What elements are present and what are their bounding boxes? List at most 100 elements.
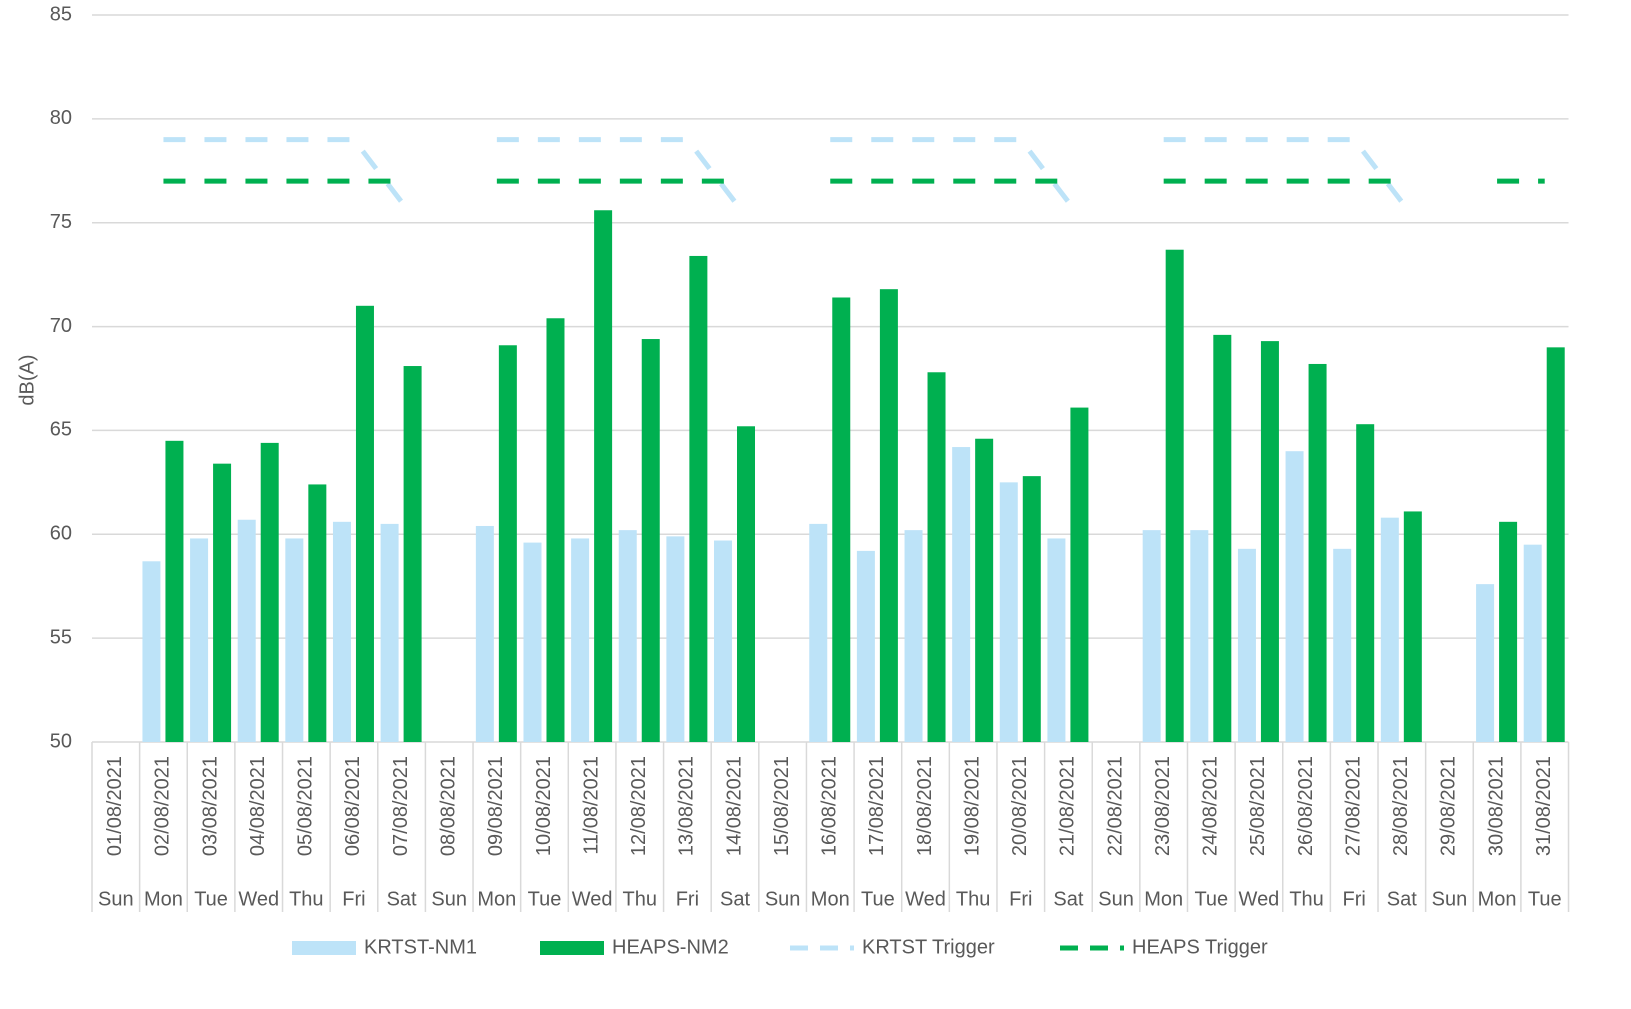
x-tick-label: 03/08/2021 xyxy=(199,756,221,856)
y-tick-label: 85 xyxy=(50,3,72,25)
bar xyxy=(523,542,542,742)
weekday-label: Tue xyxy=(1528,888,1562,910)
bar xyxy=(879,289,898,742)
weekday-label: Thu xyxy=(623,888,657,910)
y-tick-label: 75 xyxy=(50,211,72,233)
weekday-label: Thu xyxy=(1289,888,1323,910)
x-tick-label: 13/08/2021 xyxy=(676,756,698,856)
weekday-label: Sun xyxy=(431,888,467,910)
y-axis-label: dB(A) xyxy=(16,354,38,405)
bar xyxy=(355,305,374,742)
y-tick-label: 65 xyxy=(50,419,72,441)
y-tick-label: 55 xyxy=(50,626,72,648)
x-tick-label: 12/08/2021 xyxy=(628,756,650,856)
legend-label: HEAPS-NM2 xyxy=(612,936,729,958)
x-tick-label: 26/08/2021 xyxy=(1295,756,1317,856)
weekday-label: Wed xyxy=(905,888,946,910)
trigger-line xyxy=(163,137,1404,204)
weekday-label: Wed xyxy=(238,888,279,910)
bar xyxy=(1333,548,1352,742)
bar xyxy=(618,530,637,742)
bar xyxy=(952,447,971,742)
weekday-label: Sat xyxy=(1053,888,1083,910)
x-tick-label: 27/08/2021 xyxy=(1342,756,1364,856)
weekday-label: Wed xyxy=(572,888,613,910)
bar xyxy=(571,538,590,742)
legend-swatch xyxy=(292,941,356,955)
bar xyxy=(237,519,256,742)
x-tick-label: 10/08/2021 xyxy=(533,756,555,856)
bar xyxy=(594,210,613,742)
x-tick-label: 31/08/2021 xyxy=(1533,756,1555,856)
x-tick-label: 02/08/2021 xyxy=(152,756,174,856)
bar xyxy=(689,255,708,742)
bar xyxy=(1356,424,1375,742)
bar xyxy=(1499,521,1518,742)
weekday-label: Sun xyxy=(1098,888,1134,910)
weekday-label: Mon xyxy=(811,888,850,910)
legend-label: KRTST-NM1 xyxy=(364,936,477,958)
x-tick-label: 29/08/2021 xyxy=(1438,756,1460,856)
bar xyxy=(142,561,161,742)
x-tick-label: 23/08/2021 xyxy=(1152,756,1174,856)
bar xyxy=(213,463,232,742)
bar xyxy=(1546,347,1565,742)
weekday-label: Sat xyxy=(720,888,750,910)
bar xyxy=(475,525,494,742)
bar xyxy=(975,438,994,742)
bar xyxy=(498,345,517,742)
weekday-label: Tue xyxy=(1194,888,1228,910)
bar xyxy=(1237,548,1256,742)
y-tick-label: 50 xyxy=(50,730,72,752)
weekday-label: Mon xyxy=(1478,888,1517,910)
legend-label: HEAPS Trigger xyxy=(1132,936,1268,958)
x-tick-label: 30/08/2021 xyxy=(1485,756,1507,856)
weekday-label: Thu xyxy=(289,888,323,910)
weekday-label: Fri xyxy=(1343,888,1366,910)
bar xyxy=(1142,530,1161,742)
y-tick-label: 70 xyxy=(50,315,72,337)
bar xyxy=(1190,530,1209,742)
x-tick-label: 18/08/2021 xyxy=(914,756,936,856)
bar xyxy=(1070,407,1089,742)
bar xyxy=(927,372,946,742)
bar xyxy=(641,339,660,742)
bar xyxy=(1213,334,1232,742)
bar xyxy=(403,366,422,742)
bar xyxy=(285,538,304,742)
bar xyxy=(999,482,1018,742)
bar xyxy=(1260,341,1279,742)
legend-swatch xyxy=(540,941,604,955)
weekday-label: Tue xyxy=(528,888,562,910)
bar xyxy=(809,523,828,742)
x-tick-label: 16/08/2021 xyxy=(819,756,841,856)
weekday-label: Mon xyxy=(144,888,183,910)
weekday-label: Fri xyxy=(676,888,699,910)
bar xyxy=(904,530,923,742)
x-tick-label: 15/08/2021 xyxy=(771,756,793,856)
x-tick-label: 24/08/2021 xyxy=(1200,756,1222,856)
weekday-label: Fri xyxy=(342,888,365,910)
weekday-label: Thu xyxy=(956,888,990,910)
weekday-label: Tue xyxy=(861,888,895,910)
bar xyxy=(737,426,756,742)
y-tick-label: 80 xyxy=(50,107,72,129)
bar xyxy=(714,540,733,742)
weekday-label: Tue xyxy=(194,888,228,910)
x-tick-label: 17/08/2021 xyxy=(866,756,888,856)
x-tick-label: 19/08/2021 xyxy=(961,756,983,856)
bar xyxy=(1285,451,1304,742)
bar xyxy=(1523,544,1542,742)
bar xyxy=(1047,538,1066,742)
weekday-label: Sat xyxy=(387,888,417,910)
weekday-label: Mon xyxy=(477,888,516,910)
bar xyxy=(856,550,875,742)
x-tick-label: 21/08/2021 xyxy=(1057,756,1079,856)
y-tick-label: 60 xyxy=(50,523,72,545)
bar xyxy=(308,484,327,742)
bar xyxy=(1022,476,1041,742)
x-tick-label: 08/08/2021 xyxy=(438,756,460,856)
x-tick-label: 06/08/2021 xyxy=(342,756,364,856)
bar xyxy=(380,523,399,742)
